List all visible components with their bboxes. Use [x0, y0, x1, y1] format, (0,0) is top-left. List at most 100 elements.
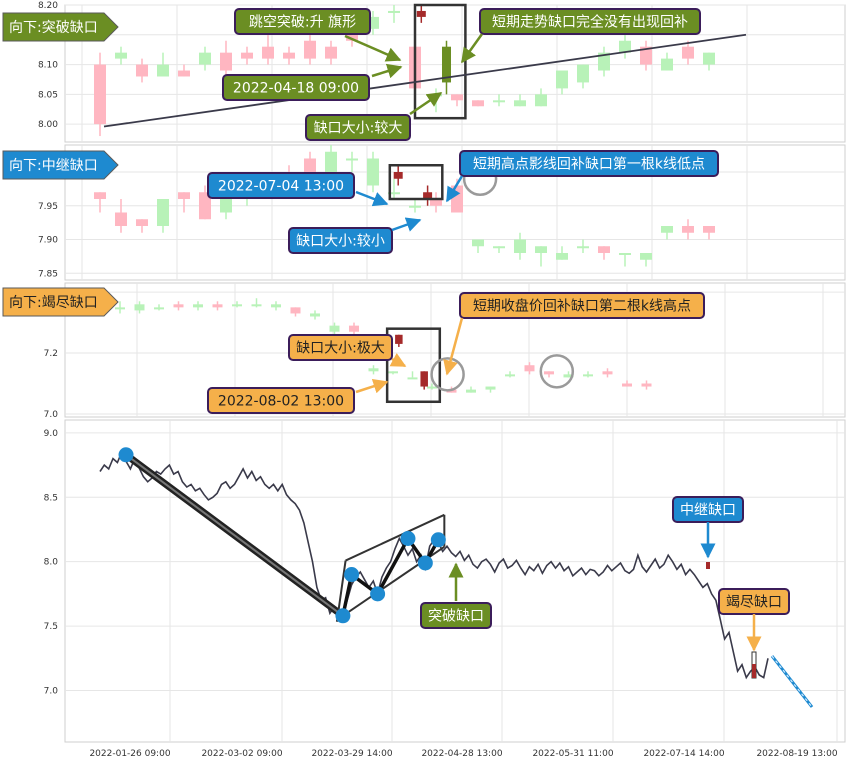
panel-1-candle-body [598, 246, 610, 253]
pattern-point [400, 530, 416, 546]
panel-2-recover-circle [539, 354, 575, 389]
callout-mid-time: 2022-07-04 13:00 [218, 179, 344, 195]
panel-2-candle-body [232, 304, 242, 307]
callout-arrow [371, 63, 403, 79]
panel-2-frame [64, 282, 846, 418]
panel-2-candle-body [193, 304, 203, 308]
panel-1-candle-body [535, 246, 547, 253]
panel-0-candle-body [367, 16, 379, 29]
panel-0-candle-body [493, 100, 505, 103]
panel-2-candle-body [407, 377, 418, 380]
panel-0-candle-body [262, 46, 274, 59]
panel-0-candle-body [451, 94, 463, 101]
pattern-point [430, 532, 446, 548]
callout-mid-time-box [207, 172, 355, 199]
panel-2-candle-body [134, 304, 145, 311]
callout-not-filled: 短期走势缺口完全没有出现回补 [492, 14, 688, 31]
panel-1-y-tick-label: 7.95 [38, 202, 58, 212]
panel-2-candle-body [349, 325, 359, 332]
callout-arrow [355, 190, 389, 207]
panel-2-candle-body [466, 389, 476, 393]
panel-2-candle-body [622, 383, 632, 387]
panel-1-candle-body [367, 158, 379, 186]
panel-0-candle-body [325, 46, 337, 59]
panel-0-candle-body [199, 52, 211, 65]
panel-0-candle-body [472, 100, 484, 107]
panel-3-y-tick-label: 7.5 [44, 622, 58, 632]
flag-channel-upper [345, 513, 445, 562]
panel-1-y-tick-label: 7.90 [38, 236, 58, 246]
panel-2-candle-body [602, 371, 613, 375]
panel-2-gap-candle-body [420, 371, 428, 387]
panel-1-candle-body [115, 212, 127, 226]
callout-gap-size-box [305, 114, 411, 141]
panel-2-title-tag [2, 287, 119, 317]
panel-2-candle-body [310, 313, 320, 317]
panel-2-candle-body [271, 304, 281, 308]
projection-line-dash [771, 655, 813, 708]
panel-2-candle-body [154, 307, 164, 310]
callout-mid-recover-box [459, 150, 719, 177]
panel-0-candle-body [220, 52, 232, 71]
callout-breakaway-flag: 跳空突破:升 旗形 [249, 15, 356, 31]
panel-1-y-tick-label: 7.85 [38, 269, 58, 279]
panel-2-candle-body [173, 304, 184, 308]
panel-2-gap-box [385, 327, 442, 404]
callout-low-size-box [288, 334, 393, 361]
panel-2-candle-body [388, 371, 398, 374]
callout-mid-size-box [288, 227, 393, 254]
panel-1-candle-body [682, 226, 694, 233]
x-tick-label: 2022-03-02 09:00 [201, 749, 282, 759]
callout-breakaway-flag-box [234, 8, 371, 35]
panel-0-candle-body [241, 52, 253, 59]
panel-2-recover-circle [430, 357, 465, 392]
panel-2-candle-body [427, 386, 437, 389]
panel-1-candle-body [661, 226, 673, 233]
panel-0-candle-body [640, 46, 652, 65]
callout-low-size: 缺口大小:极大 [296, 341, 385, 357]
pattern-point [370, 586, 386, 602]
panel-0-candle-body [283, 52, 295, 59]
panel-2-candle-body [212, 304, 223, 308]
callout-arrow [389, 352, 407, 368]
panel-1-candle-body [346, 158, 358, 161]
panel-0-candle-body [115, 52, 127, 59]
x-tick-label: 2022-08-19 13:00 [756, 749, 837, 759]
panel-2-title: 向下:竭尽缺口 [9, 295, 98, 311]
panel-0-candle-body [136, 64, 148, 77]
callout-gap-size: 缺口大小:较大 [314, 121, 403, 137]
panel-0-candle-body [157, 64, 169, 77]
panel-2-candle-body [368, 368, 379, 372]
panel-2-candle-body [329, 325, 340, 332]
panel-1-candle-body [325, 151, 337, 172]
callout-gap-time-box [222, 74, 370, 101]
panel-1-candle-body [409, 205, 421, 208]
x-tick-label: 2022-03-29 14:00 [311, 749, 392, 759]
panel-2-y-tick-label: 7.0 [44, 410, 59, 420]
panel-3-y-tick-label: 7.0 [44, 686, 59, 696]
panel-0-y-tick-label: 8.10 [38, 61, 58, 71]
callout-breakaway-gap: 突破缺口 [428, 609, 484, 625]
panel-2-candle-body [251, 304, 262, 307]
callout-arrow [445, 175, 464, 203]
panel-1-candle-body [199, 192, 211, 220]
callout-gap-time: 2022-04-18 09:00 [233, 81, 359, 97]
callout-low-recover-box [459, 292, 705, 319]
panel-1-title: 向下:中继缺口 [9, 158, 98, 174]
panel-0-trend-line [103, 33, 747, 128]
x-tick-label: 2022-01-26 09:00 [89, 749, 170, 759]
panel-1-gap-box [388, 164, 444, 201]
panel-0-title-tag [2, 12, 119, 42]
callout-arrow [344, 34, 402, 62]
panel-0-candle-body [514, 100, 526, 107]
panel-0-candle-body [556, 70, 568, 89]
panel-1-candle-body [430, 199, 442, 206]
panel-1-candle-body [619, 253, 631, 255]
callout-low-time-box [207, 387, 355, 414]
drop-pole-core [125, 453, 344, 617]
x-tick-label: 2022-07-14 14:00 [643, 749, 724, 759]
panel-2-candle-body [290, 307, 301, 314]
panel-1-candle-body [514, 239, 526, 253]
panel-1-candle-body [493, 246, 505, 249]
panel-2-candle-body [115, 307, 125, 310]
